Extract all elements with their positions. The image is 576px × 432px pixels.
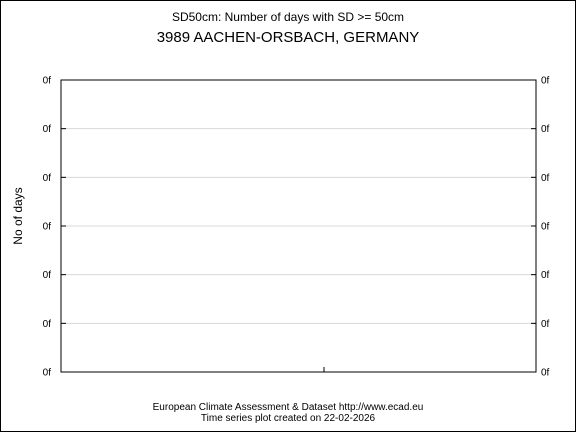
y-tick-label-left: 0f — [43, 270, 52, 281]
grid-lines — [61, 128, 536, 324]
y-tick-label-left: 0f — [43, 222, 52, 233]
plot-area — [60, 79, 537, 373]
chart-subtitle: 3989 AACHEN-ORSBACH, GERMANY — [157, 29, 420, 46]
y-tick-labels: 0f 0f 0f 0f 0f 0f 0f 0f 0f 0f 0f 0f 0f 0f — [43, 76, 550, 379]
y-tick-label-left: 0f — [43, 76, 52, 87]
y-tick-label-left: 0f — [43, 368, 52, 379]
y-axis-label: No of days — [11, 187, 25, 244]
y-tick-label-right: 0f — [541, 270, 550, 281]
y-tick-label-right: 0f — [541, 368, 550, 379]
y-tick-label-right: 0f — [541, 319, 550, 330]
y-tick-label-right: 0f — [541, 124, 550, 135]
footer-line-2: Time series plot created on 22-02-2026 — [201, 413, 376, 424]
y-tick-label-right: 0f — [541, 76, 550, 87]
y-tick-label-left: 0f — [43, 124, 52, 135]
y-tick-label-right: 0f — [541, 222, 550, 233]
y-tick-label-left: 0f — [43, 173, 52, 184]
y-tick-label-left: 0f — [43, 319, 52, 330]
y-tick-label-right: 0f — [541, 173, 550, 184]
footer-line-1: European Climate Assessment & Dataset ht… — [153, 402, 424, 413]
chart-title: SD50cm: Number of days with SD >= 50cm — [172, 10, 404, 24]
